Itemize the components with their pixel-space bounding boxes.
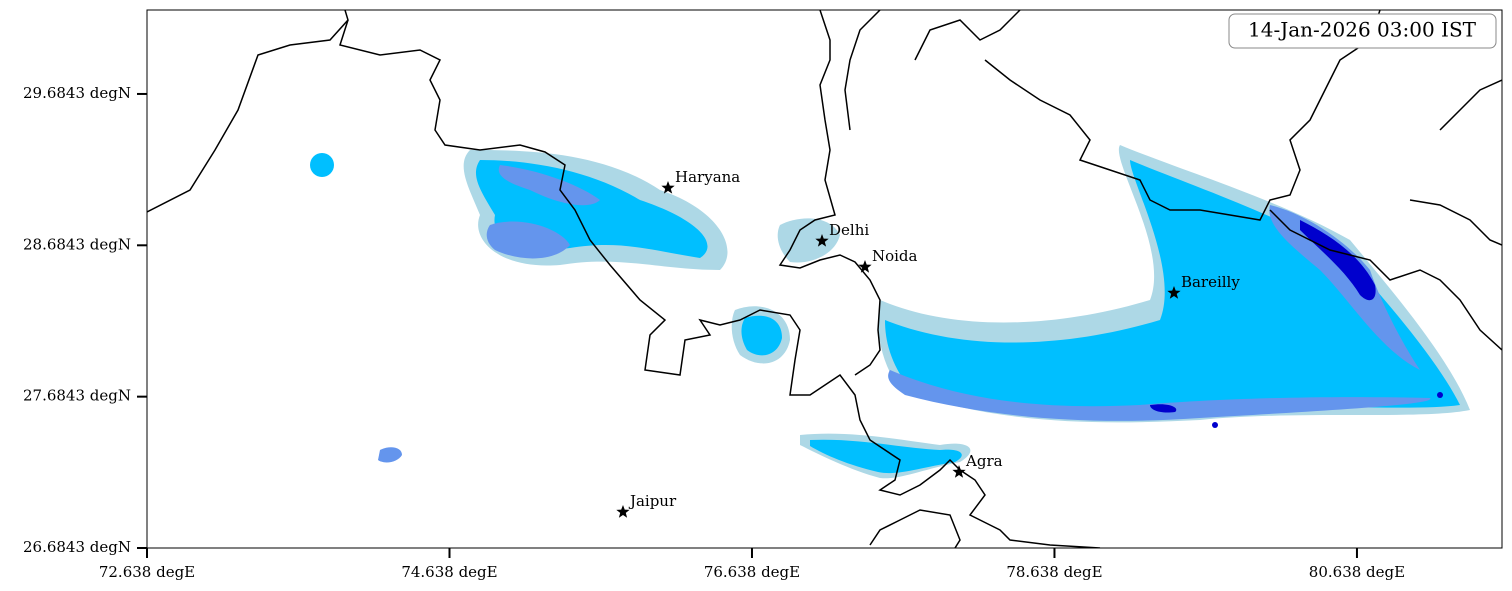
x-tick-label: 72.638 degE — [99, 563, 195, 581]
place-label: Delhi — [829, 221, 869, 239]
place-label: Haryana — [675, 168, 740, 186]
place-label: Jaipur — [628, 492, 677, 510]
place-marker — [952, 465, 966, 478]
place-marker — [858, 260, 872, 273]
x-tick-label: 74.638 degE — [401, 563, 497, 581]
place-marker — [661, 181, 675, 194]
borders — [147, 10, 1502, 548]
place-marker — [1167, 286, 1181, 299]
place-marker — [815, 234, 829, 247]
timestamp-box — [1228, 13, 1497, 49]
place-label: Noida — [872, 247, 918, 265]
x-tick-label: 78.638 degE — [1006, 563, 1102, 581]
y-tick-label: 29.6843 degN — [23, 84, 131, 102]
precip-dark — [1150, 220, 1443, 428]
place-label: Agra — [965, 452, 1003, 470]
place-label: Bareilly — [1181, 273, 1240, 291]
map-frame — [146, 9, 1503, 549]
y-tick-label: 28.6843 degN — [23, 235, 131, 253]
x-tick-label: 80.638 degE — [1309, 563, 1405, 581]
timestamp: 14-Jan-2026 03:00 IST — [1248, 18, 1477, 42]
x-tick-label: 76.638 degE — [704, 563, 800, 581]
place-marker — [616, 505, 630, 518]
precip-cornflower — [378, 165, 1431, 463]
map-area — [147, 10, 1502, 548]
y-tick-label: 27.6843 degN — [23, 387, 131, 405]
y-tick-label: 26.6843 degN — [23, 538, 131, 556]
